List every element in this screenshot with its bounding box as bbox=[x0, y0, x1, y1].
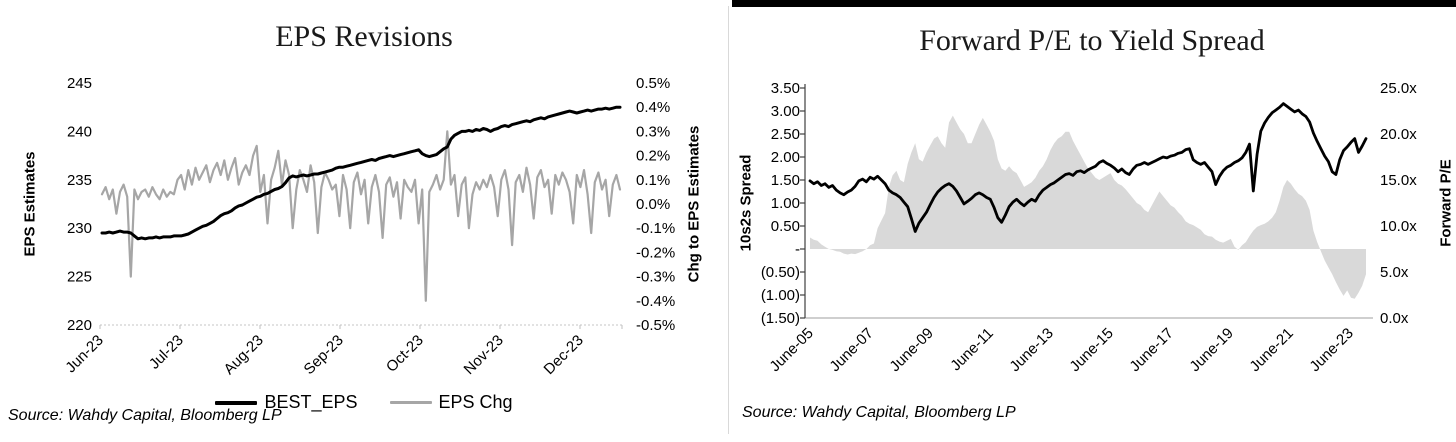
right-axis-tick-label: -0.1% bbox=[636, 220, 675, 237]
right-axis-tick-label: 0.0x bbox=[1380, 310, 1409, 327]
x-axis-tick-label: Dec-23 bbox=[541, 332, 587, 378]
right-axis-tick-label: 5.0x bbox=[1380, 264, 1409, 281]
right-axis-tick-label: 20.0x bbox=[1380, 126, 1417, 143]
legend: BEST_EPS EPS Chg bbox=[0, 392, 728, 413]
source-note-right: Source: Wahdy Capital, Bloomberg LP bbox=[742, 404, 1016, 421]
x-axis-tick-label: Sep-23 bbox=[301, 332, 347, 378]
right-axis-tick-label: 0.3% bbox=[636, 123, 670, 140]
left-axis-tick-label: 2.50 bbox=[771, 126, 800, 143]
left-axis-tick-label: 1.50 bbox=[771, 172, 800, 189]
left-axis-tick-label: (1.00) bbox=[761, 287, 800, 304]
right-axis-tick-label: -0.5% bbox=[636, 317, 675, 334]
x-axis-tick-label: Jul-23 bbox=[146, 332, 187, 373]
left-axis-tick-label: 2.00 bbox=[771, 149, 800, 166]
pe-yield-spread-chart: 3.50 3.00 2.50 2.00 1.50 1.00 0.50 - (0.50) (1.00… bbox=[761, 80, 1417, 375]
left-axis-tick-label: 1.00 bbox=[771, 195, 800, 212]
eps-chg-line-swatch bbox=[389, 401, 432, 404]
x-axis-tick-label: June-11 bbox=[947, 325, 997, 375]
legend-item-best-eps: BEST_EPS bbox=[215, 392, 358, 413]
right-axis-tick-label: 0.4% bbox=[636, 99, 670, 116]
left-axis-tick-label: 3.50 bbox=[771, 80, 800, 97]
panel-divider-line bbox=[728, 6, 729, 434]
x-axis-tick-label: June-13 bbox=[1006, 325, 1056, 375]
x-axis-tick-label: June-07 bbox=[826, 325, 876, 375]
series-area-10s2s-spread bbox=[810, 115, 1366, 299]
x-axis-tick-label: June-15 bbox=[1066, 325, 1116, 375]
left-axis-tick-label: 240 bbox=[67, 123, 92, 140]
x-axis-tick-label: June-23 bbox=[1306, 325, 1356, 375]
left-axis-title-10s2s-spread: 10s2s Spread bbox=[737, 154, 755, 252]
chart-title-pe-yield-spread: Forward P/E to Yield Spread bbox=[919, 24, 1265, 57]
x-axis-tick-label: June-21 bbox=[1246, 325, 1296, 375]
x-axis-tick-label: Oct-23 bbox=[383, 332, 427, 376]
eps-revisions-panel: EPS Revisions 245 240 235 230 225 220 0.5% 0.4%… bbox=[0, 20, 728, 424]
right-axis-tick-label: -0.2% bbox=[636, 244, 675, 261]
legend-label-best-eps: BEST_EPS bbox=[264, 392, 358, 412]
left-axis-tick-label: 0.50 bbox=[771, 218, 800, 235]
right-axis-tick-label: -0.3% bbox=[636, 269, 675, 286]
best-eps-line-swatch bbox=[215, 400, 258, 405]
left-axis-tick-label: 3.00 bbox=[771, 103, 800, 120]
legend-item-eps-chg: EPS Chg bbox=[389, 392, 513, 413]
x-axis-tick-label: Nov-23 bbox=[461, 332, 507, 378]
right-axis-tick-label: 0.2% bbox=[636, 148, 670, 165]
right-axis-title-chg-to-eps: Chg to EPS Estimates bbox=[685, 125, 703, 283]
right-axis-tick-label: 10.0x bbox=[1380, 218, 1417, 235]
left-axis-tick-label: 225 bbox=[67, 269, 92, 286]
left-axis-tick-label: (0.50) bbox=[761, 264, 800, 281]
series-line-eps-chg bbox=[100, 130, 622, 302]
x-axis-tick-label: June-09 bbox=[886, 325, 936, 375]
left-axis-tick-label: 245 bbox=[67, 75, 92, 92]
right-axis-title-forward-pe: Forward P/E bbox=[1437, 159, 1455, 247]
right-axis-tick-label: 25.0x bbox=[1380, 80, 1417, 97]
right-axis-tick-label: 0.5% bbox=[636, 75, 670, 92]
left-axis-tick-label: 230 bbox=[67, 220, 92, 237]
legend-label-eps-chg: EPS Chg bbox=[438, 392, 513, 412]
right-axis-tick-label: 0.1% bbox=[636, 172, 670, 189]
right-axis-tick-label: 0.0% bbox=[636, 196, 670, 213]
left-axis-title-eps-estimates: EPS Estimates bbox=[21, 151, 39, 257]
x-axis-tick-label: June-19 bbox=[1186, 325, 1236, 375]
x-axis-tick-label: June-17 bbox=[1126, 325, 1176, 375]
series-line-forward-p-e bbox=[808, 102, 1368, 233]
series-line-best-eps bbox=[100, 105, 622, 241]
x-axis-tick-label: Jun-23 bbox=[62, 332, 106, 376]
pe-yield-spread-panel: Forward P/E to Yield Spread 3.50 3.00 2.50… bbox=[728, 0, 1456, 442]
right-axis-tick-label: -0.4% bbox=[636, 293, 675, 310]
left-axis-tick-label: 235 bbox=[67, 172, 92, 189]
left-axis-tick-label: 220 bbox=[67, 317, 92, 334]
left-axis-tick-label: (1.50) bbox=[761, 310, 800, 327]
x-axis-tick-label: June-05 bbox=[766, 325, 816, 375]
x-axis-tick-label: Aug-23 bbox=[221, 332, 267, 378]
left-axis-tick-label: - bbox=[795, 241, 800, 258]
source-note-left: Source: Wahdy Capital, Bloomberg LP bbox=[8, 407, 282, 424]
chart-title-eps-revisions: EPS Revisions bbox=[275, 20, 453, 53]
top-black-bar bbox=[732, 0, 1456, 7]
eps-revisions-chart: 245 240 235 230 225 220 0.5% 0.4% 0.3% 0.2% 0.1% 0.… bbox=[62, 75, 675, 378]
right-axis-tick-label: 15.0x bbox=[1380, 172, 1417, 189]
